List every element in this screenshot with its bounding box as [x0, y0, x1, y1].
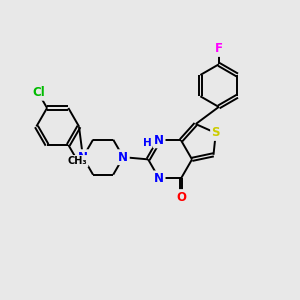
Text: CH₃: CH₃: [68, 156, 88, 166]
Text: N: N: [154, 134, 164, 147]
Text: Cl: Cl: [32, 86, 45, 99]
Text: N: N: [154, 172, 164, 185]
Text: N: N: [78, 151, 88, 164]
Text: S: S: [212, 127, 220, 140]
Text: H: H: [143, 138, 152, 148]
Text: O: O: [176, 190, 186, 203]
Text: F: F: [215, 43, 223, 56]
Text: N: N: [118, 151, 128, 164]
